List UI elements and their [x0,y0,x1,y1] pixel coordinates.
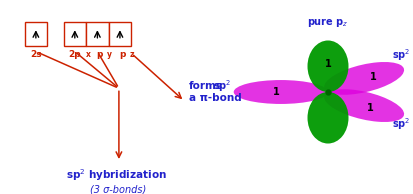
Text: sp$^2$: sp$^2$ [213,78,231,94]
Bar [86,22,108,46]
Text: 1: 1 [369,72,376,82]
Text: 1: 1 [324,59,330,69]
Text: y: y [107,50,112,59]
Bar [108,22,131,46]
Bar [24,22,47,46]
Text: sp$^2$: sp$^2$ [391,48,409,63]
Ellipse shape [323,89,403,122]
Ellipse shape [233,80,327,104]
Text: pure p$_z$: pure p$_z$ [306,16,348,29]
Text: sp$^2$: sp$^2$ [391,117,409,133]
Bar [64,22,86,46]
Ellipse shape [307,41,348,92]
Text: 2s: 2s [30,50,42,59]
Text: 1: 1 [272,87,279,97]
Text: x: x [85,50,90,59]
Text: z: z [129,50,133,59]
Text: p: p [96,50,102,59]
Text: 2p: 2p [68,50,81,59]
Ellipse shape [323,62,403,95]
Text: 1: 1 [366,103,373,113]
Text: sp$^2$ hybridization: sp$^2$ hybridization [65,167,166,183]
Text: p: p [119,50,125,59]
Text: forms
a π-bond: forms a π-bond [188,81,241,103]
Text: (3 σ-bonds): (3 σ-bonds) [90,184,146,194]
Ellipse shape [307,92,348,144]
